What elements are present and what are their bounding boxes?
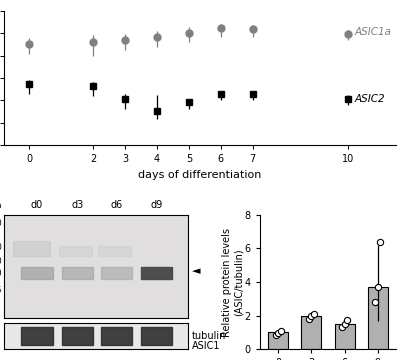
Text: ◄: ◄ [192, 266, 200, 276]
Bar [98, 246, 131, 256]
Bar [302, 316, 321, 349]
Bar [268, 332, 288, 349]
Text: ASIC1: ASIC1 [192, 341, 220, 351]
Text: ASIC2: ASIC2 [354, 94, 385, 104]
Text: d6: d6 [110, 200, 122, 210]
Text: kDa: kDa [0, 201, 2, 210]
Bar [62, 266, 93, 279]
Text: d3: d3 [72, 200, 84, 210]
Bar [22, 266, 53, 279]
Bar [141, 266, 172, 279]
Text: d9: d9 [150, 200, 163, 210]
Text: ASIC1a: ASIC1a [354, 27, 392, 37]
Bar [101, 266, 132, 279]
X-axis label: days of differentiation: days of differentiation [138, 170, 262, 180]
Bar [22, 327, 53, 345]
Text: 55: 55 [0, 286, 2, 295]
Text: 100: 100 [0, 257, 2, 266]
Bar [101, 327, 132, 345]
Text: 250: 250 [0, 219, 2, 228]
Bar [368, 287, 388, 349]
Bar [62, 327, 93, 345]
Text: d0: d0 [31, 200, 43, 210]
Text: 130: 130 [0, 243, 2, 252]
Bar [59, 246, 92, 256]
Text: 70: 70 [0, 269, 2, 278]
Bar [335, 324, 354, 349]
Bar [141, 327, 172, 345]
Y-axis label: Relative protein levels
(ASIC/tubulin): Relative protein levels (ASIC/tubulin) [222, 228, 243, 337]
Text: tubulin: tubulin [192, 331, 226, 341]
Bar [13, 241, 50, 256]
